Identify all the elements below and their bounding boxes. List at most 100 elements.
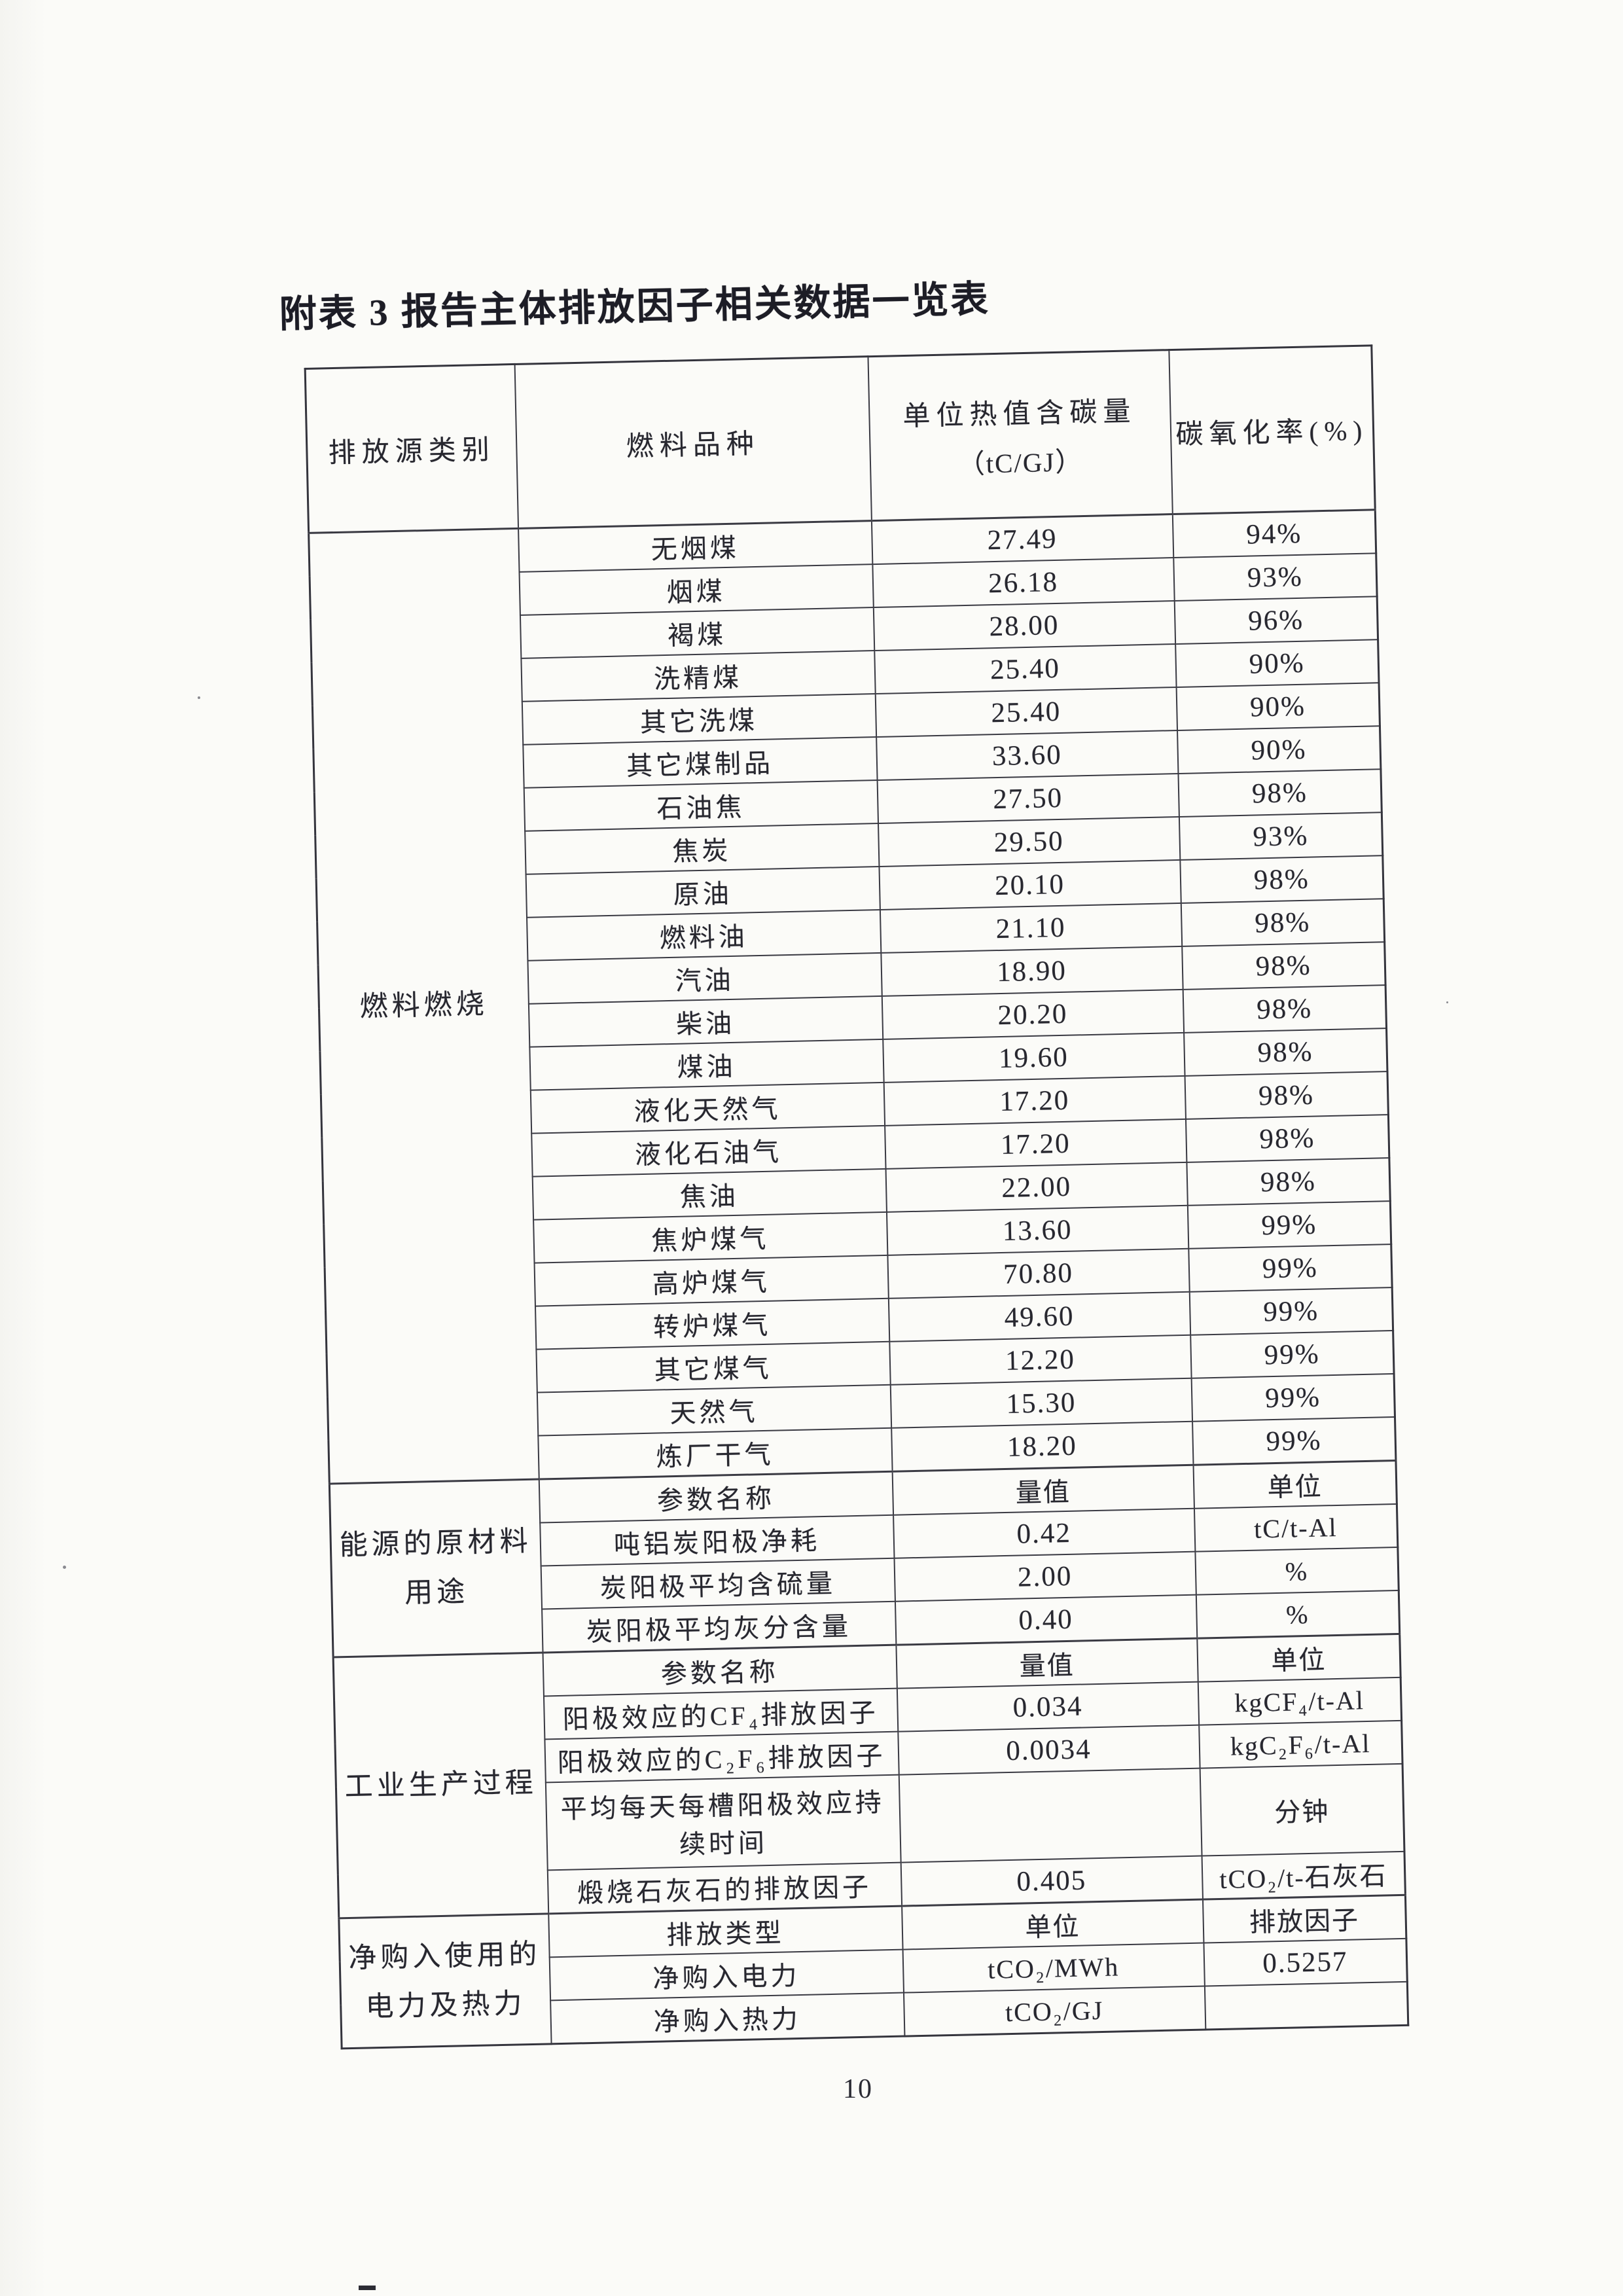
fuel-or-param-cell: 焦炉煤气 [533,1211,887,1263]
value-cell: 0.034 [897,1681,1199,1732]
header-label: 碳氧化率(%) [1175,416,1368,450]
fuel-or-param-cell: 炭阳极平均含硫量 [541,1558,895,1609]
page-title: 附表 3 报告主体排放因子相关数据一览表 [279,279,991,336]
fuel-or-param-cell: 排放类型 [548,1906,903,1958]
unit-cell: 98% [1181,942,1386,990]
unit-cell: 98% [1181,899,1385,946]
value-cell: 21.10 [880,903,1182,953]
value-cell: 28.00 [873,601,1175,651]
unit-cell [1204,1981,1408,2030]
value-cell: 15.30 [890,1378,1192,1428]
fuel-or-param-cell: 转炉煤气 [535,1298,889,1350]
unit-cell: 98% [1177,769,1382,817]
unit-cell: tCO₂/t-石灰石 [1202,1851,1406,1900]
value-cell: 18.90 [880,946,1183,996]
value-cell: 70.80 [887,1248,1190,1299]
fuel-or-param-cell: 洗精煤 [520,651,876,702]
unit-cell: 90% [1175,639,1380,688]
value-cell: 12.20 [889,1335,1192,1385]
fuel-or-param-cell: 阳极效应的C₂F₆排放因子 [544,1731,899,1783]
table-body: 燃料燃烧 无烟煤 27.49 94% 烟煤 26.18 93% 褐煤 28.00 96% 洗精煤 25… [308,509,1408,2049]
value-cell: 33.60 [876,730,1178,781]
fuel-or-param-cell: 炼厂干气 [537,1427,893,1480]
unit-cell: kgC₂F₆/t-Al [1198,1720,1403,1768]
value-cell: tCO₂/GJ [903,1986,1205,2037]
fuel-or-param-cell: 炭阳极平均灰分含量 [541,1601,896,1653]
value-cell: 0.405 [901,1856,1203,1907]
unit-cell: 93% [1179,812,1383,860]
fuel-or-param-cell: 焦油 [532,1168,887,1220]
fuel-or-param-cell: 燃料油 [526,909,881,961]
emission-factor-table: 排放源类别 燃料品种 单位热值含碳量 （tC/GJ） 碳氧化率(%) 燃料燃烧无… [304,344,1410,2050]
unit-cell: 99% [1191,1374,1395,1422]
fuel-or-param-cell: 烟煤 [519,564,874,615]
value-cell: 0.42 [893,1508,1195,1558]
fuel-or-param-cell: 焦炭 [524,823,879,874]
unit-cell: 98% [1185,1115,1389,1162]
value-cell: 2.00 [894,1551,1196,1602]
value-cell: 20.10 [878,859,1181,910]
unit-cell: 98% [1186,1158,1391,1206]
header-unit-label: （tC/GJ） [957,446,1084,479]
value-cell: 27.50 [877,773,1179,824]
value-cell: 49.60 [888,1291,1190,1342]
value-cell: 17.20 [883,1075,1186,1126]
header-carbon-oxidation-rate: 碳氧化率(%) [1168,345,1376,514]
header-emission-source-category: 排放源类别 [305,364,518,533]
category-cell: 燃料燃烧 [308,528,539,1484]
unit-cell: tC/t-Al [1194,1503,1398,1552]
value-cell: 18.20 [891,1421,1194,1472]
fuel-or-param-cell: 参数名称 [539,1471,893,1523]
unit-cell: 99% [1187,1201,1391,1249]
value-cell: 0.40 [895,1594,1197,1645]
scan-edge-mark [359,2286,376,2290]
fuel-or-param-cell: 煤油 [529,1039,884,1090]
fuel-or-param-cell: 褐煤 [520,607,874,658]
unit-cell: 99% [1189,1287,1393,1335]
fuel-or-param-cell: 煅烧石灰石的排放因子 [547,1862,902,1914]
unit-cell: % [1194,1547,1399,1595]
value-cell: 22.00 [885,1162,1188,1212]
value-cell: 单位 [901,1899,1204,1950]
unit-cell: 0.5257 [1203,1938,1408,1986]
header-label: 排放源类别 [328,435,496,469]
unit-cell: 98% [1183,1028,1387,1076]
fuel-or-param-cell: 液化石油气 [531,1125,886,1177]
unit-cell: 98% [1183,985,1387,1033]
unit-cell: % [1196,1590,1400,1639]
page-number: 10 [843,2074,873,2104]
category-cell: 工业生产过程 [333,1652,548,1918]
unit-cell: 单位 [1193,1460,1397,1509]
scan-speck [198,696,200,699]
header-row: 排放源类别 燃料品种 单位热值含碳量 （tC/GJ） 碳氧化率(%) [305,345,1376,533]
fuel-or-param-cell: 其它洗煤 [522,694,876,745]
value-cell: 19.60 [882,1032,1185,1083]
unit-cell: 98% [1185,1071,1389,1119]
document-sheet: 附表 3 报告主体排放因子相关数据一览表 排放源类别 燃料品种 单位热值含碳量 … [272,260,1436,2050]
fuel-or-param-cell: 原油 [526,866,880,918]
unit-cell: kgCF₄/t-Al [1198,1677,1402,1725]
fuel-or-param-cell: 高炉煤气 [534,1255,889,1306]
unit-cell: 99% [1188,1244,1393,1292]
value-cell [899,1768,1202,1863]
unit-cell: 99% [1192,1416,1396,1465]
unit-cell: 单位 [1196,1634,1401,1682]
unit-cell: 排放因子 [1202,1895,1406,1943]
header-carbon-content: 单位热值含碳量 （tC/GJ） [867,350,1173,521]
category-cell: 能源的原材料 用途 [329,1479,543,1657]
fuel-or-param-cell: 无烟煤 [518,520,872,572]
value-cell: tCO₂/MWh [902,1943,1205,1993]
unit-cell: 98% [1179,855,1384,903]
fuel-or-param-cell: 其它煤气 [535,1341,891,1393]
fuel-or-param-cell: 阳极效应的CF₄排放因子 [543,1688,898,1740]
value-cell: 25.40 [875,687,1177,738]
value-cell: 25.40 [874,644,1177,694]
scan-speck [1446,1001,1448,1003]
fuel-or-param-cell: 平均每天每槽阳极效应持续时间 [545,1774,901,1871]
unit-cell: 99% [1190,1331,1395,1378]
fuel-or-param-cell: 其它煤制品 [522,737,878,788]
header-fuel-type: 燃料品种 [514,356,872,529]
unit-cell: 94% [1172,509,1376,558]
value-cell: 量值 [892,1465,1194,1515]
